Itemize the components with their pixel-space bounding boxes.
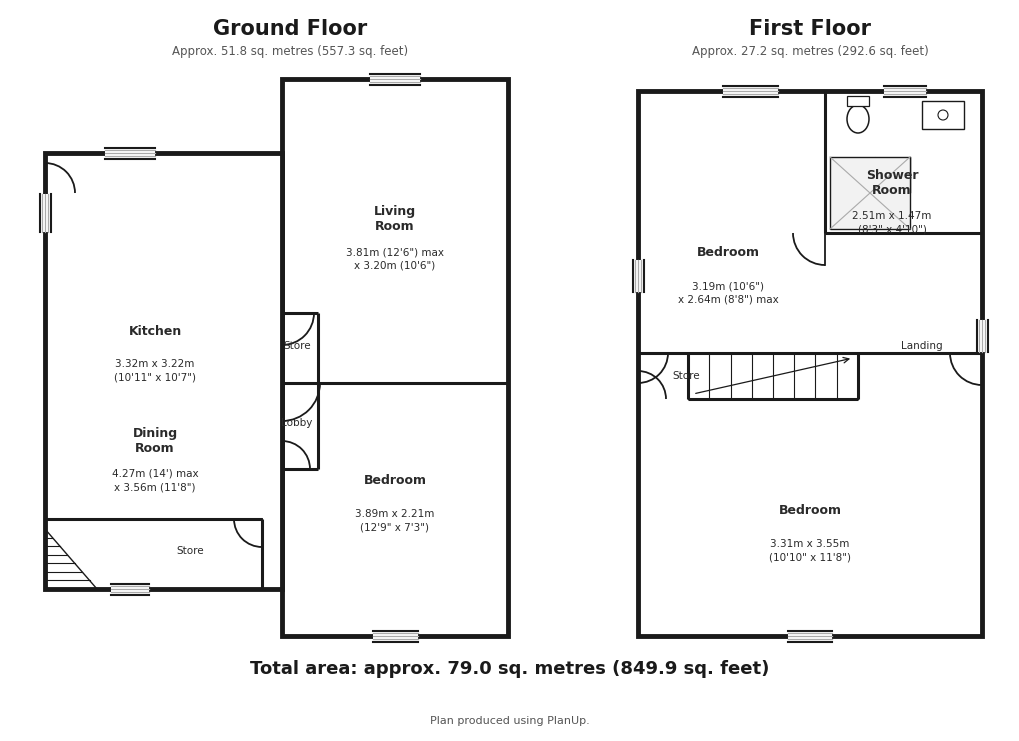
Bar [721,85,776,97]
Text: Store: Store [176,546,204,556]
Bar [632,260,643,292]
Bar [637,91,981,636]
Bar [105,147,155,159]
Text: Landing: Landing [901,341,942,351]
Text: Total area: approx. 79.0 sq. metres (849.9 sq. feet): Total area: approx. 79.0 sq. metres (849… [250,660,769,678]
Text: Approx. 51.8 sq. metres (557.3 sq. feet): Approx. 51.8 sq. metres (557.3 sq. feet) [172,44,408,58]
Text: Bedroom: Bedroom [696,247,759,259]
Text: 3.89m x 2.21m
(12'9" x 7'3"): 3.89m x 2.21m (12'9" x 7'3") [355,509,434,532]
Text: First Floor: First Floor [748,19,870,39]
Text: 2.51m x 1.47m
(8'3" x 4'10"): 2.51m x 1.47m (8'3" x 4'10") [852,211,930,234]
Bar [846,96,868,106]
Text: Plan produced using PlanUp.: Plan produced using PlanUp. [430,716,589,726]
Bar [637,91,981,636]
Bar [39,194,51,232]
Ellipse shape [846,105,868,133]
Bar [45,153,281,589]
Text: 3.32m x 3.22m
(10'11" x 10'7"): 3.32m x 3.22m (10'11" x 10'7") [114,359,196,382]
Text: Approx. 27.2 sq. metres (292.6 sq. feet): Approx. 27.2 sq. metres (292.6 sq. feet) [691,44,927,58]
Text: 3.31m x 3.55m
(10'10" x 11'8"): 3.31m x 3.55m (10'10" x 11'8") [768,539,850,562]
Bar [787,630,832,642]
Bar [111,583,149,595]
Text: Dining
Room: Dining Room [132,427,177,455]
Text: Store: Store [283,341,311,351]
Text: Shower
Room: Shower Room [865,169,917,197]
Text: Store: Store [672,371,699,381]
Text: Kitchen: Kitchen [128,325,181,337]
Text: Bedroom: Bedroom [777,505,841,517]
Bar [829,157,909,229]
Text: 3.81m (12'6") max
x 3.20m (10'6"): 3.81m (12'6") max x 3.20m (10'6") [345,247,443,270]
Text: 3.19m (10'6")
x 2.64m (8'8") max: 3.19m (10'6") x 2.64m (8'8") max [677,281,777,305]
Text: Living
Room: Living Room [374,205,416,233]
Text: Ground Floor: Ground Floor [213,19,367,39]
Text: Bedroom: Bedroom [363,474,426,488]
Bar [281,79,507,636]
Bar [45,153,281,589]
Text: Lobby: Lobby [281,418,313,428]
Bar [921,101,963,129]
Text: 4.27m (14') max
x 3.56m (11'8"): 4.27m (14') max x 3.56m (11'8") [111,469,198,492]
Bar [975,320,987,352]
Ellipse shape [937,110,947,120]
Bar [883,85,925,97]
Bar [370,73,420,85]
Bar [372,630,417,642]
Bar [281,79,507,636]
